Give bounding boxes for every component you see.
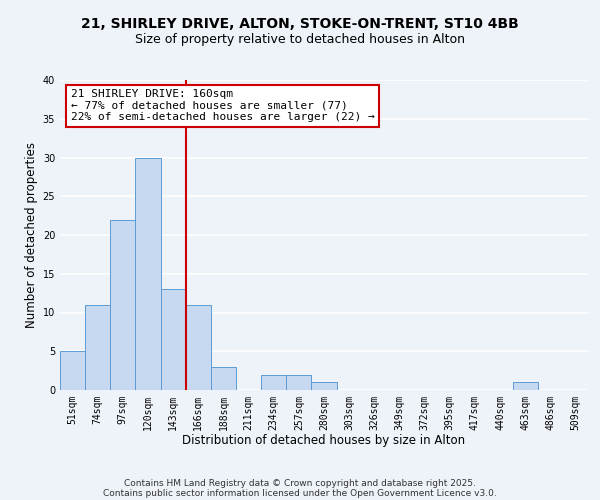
Bar bbox=[261, 374, 286, 390]
Bar bbox=[286, 374, 311, 390]
Bar bbox=[211, 367, 236, 390]
Bar bbox=[186, 304, 211, 390]
Bar bbox=[512, 382, 538, 390]
Bar bbox=[161, 289, 186, 390]
X-axis label: Distribution of detached houses by size in Alton: Distribution of detached houses by size … bbox=[182, 434, 466, 448]
Bar bbox=[311, 382, 337, 390]
Text: Size of property relative to detached houses in Alton: Size of property relative to detached ho… bbox=[135, 32, 465, 46]
Bar bbox=[85, 304, 110, 390]
Bar bbox=[110, 220, 136, 390]
Text: Contains HM Land Registry data © Crown copyright and database right 2025.: Contains HM Land Registry data © Crown c… bbox=[124, 478, 476, 488]
Bar bbox=[136, 158, 161, 390]
Text: 21, SHIRLEY DRIVE, ALTON, STOKE-ON-TRENT, ST10 4BB: 21, SHIRLEY DRIVE, ALTON, STOKE-ON-TRENT… bbox=[81, 18, 519, 32]
Text: Contains public sector information licensed under the Open Government Licence v3: Contains public sector information licen… bbox=[103, 488, 497, 498]
Text: 21 SHIRLEY DRIVE: 160sqm
← 77% of detached houses are smaller (77)
22% of semi-d: 21 SHIRLEY DRIVE: 160sqm ← 77% of detach… bbox=[71, 90, 374, 122]
Bar bbox=[60, 351, 85, 390]
Y-axis label: Number of detached properties: Number of detached properties bbox=[25, 142, 38, 328]
